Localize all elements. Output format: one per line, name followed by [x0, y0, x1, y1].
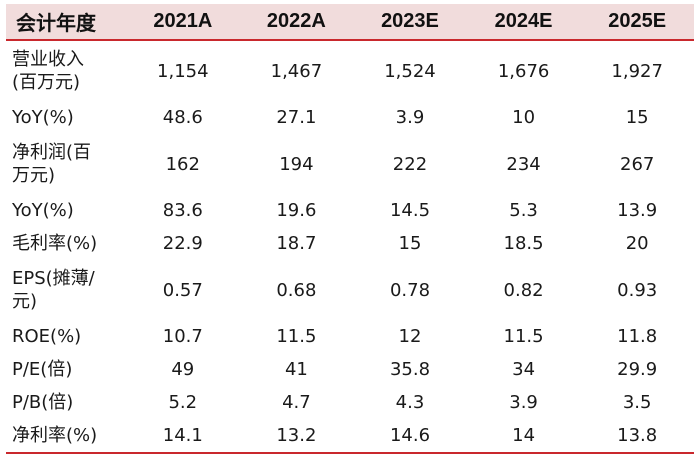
table-cell: 18.5: [503, 233, 544, 254]
table-cell: 0.68: [276, 279, 317, 301]
table-cell: 5.2: [168, 392, 198, 413]
table-cell: 0.93: [617, 279, 658, 301]
table-cell: 11.5: [276, 326, 317, 347]
table-cell: 10.7: [162, 326, 203, 347]
header-cell-2022a: 2022A: [239, 4, 354, 41]
table-cell: 0.82: [503, 279, 544, 301]
table-cell: 14: [466, 419, 581, 454]
row-label-line: 元): [12, 291, 38, 312]
table-cell: 49: [171, 359, 195, 380]
table-cell: 1,467: [270, 60, 323, 82]
table-cell: 12: [398, 326, 422, 347]
row-label: YoY(%): [12, 107, 74, 128]
table-cell: 15: [625, 107, 649, 128]
row-label-line: 万元): [12, 165, 56, 186]
table-cell: 5.3: [509, 200, 538, 221]
row-label: 净利润(百 万元): [6, 134, 126, 194]
table-cell: 3.5: [622, 392, 652, 413]
table-row-pb: P/B(倍) 5.2 4.7 4.3 3.9 3.5: [6, 386, 694, 419]
table-cell: 14.5: [389, 200, 431, 221]
header-cell-2024e: 2024E: [466, 4, 581, 41]
row-label-line: EPS(摊薄/: [12, 268, 95, 289]
row-label: 营业收入 (百万元): [6, 40, 126, 101]
header-cell-2023e: 2023E: [353, 4, 467, 41]
table-cell: 3.9: [395, 107, 425, 128]
table-row-roe: ROE(%) 10.7 11.5 12 11.5 11.8: [6, 320, 694, 353]
table-cell: 41: [284, 359, 308, 380]
table-cell: 13.9: [617, 200, 658, 221]
row-label-line: 营业收入: [12, 49, 84, 70]
table-cell: 162: [165, 153, 200, 175]
financial-forecast-table: 会计年度 2021A 2022A 2023E 2024E 2025E 营业收入(…: [6, 4, 694, 454]
table-row-gross-margin: 毛利率(%) 22.9 18.7 15 18.5 20: [6, 227, 694, 260]
table-row-net-margin: 净利率(%) 14.1 13.2 14.6 14 13.8: [6, 419, 694, 454]
row-label-line: 净利润(百: [12, 142, 92, 163]
table-row-pe: P/E(倍) 49 41 35.8 34 29.9: [6, 353, 694, 386]
table-cell: 4.7: [282, 392, 311, 413]
table-cell: 18.7: [276, 233, 317, 254]
row-label: ROE(%): [12, 326, 82, 347]
table-row-profit-yoy: YoY(%) 83.6 19.6 14.5 5.3 13.9: [6, 194, 694, 227]
table-cell: 0.78: [389, 279, 431, 301]
table-cell: 234: [506, 153, 541, 175]
table-cell: 10: [512, 107, 536, 128]
table-cell: 14.1: [126, 419, 240, 454]
table-cell: 22.9: [162, 233, 203, 254]
table-cell: 35.8: [389, 359, 431, 380]
header-cell-fiscal-year: 会计年度: [6, 4, 126, 41]
table-cell: 14.6: [353, 419, 467, 454]
table-cell: 13.2: [239, 419, 354, 454]
table-cell: 4.3: [395, 392, 425, 413]
table-row-revenue: 营业收入 (百万元) 1,154 1,467 1,524 1,676 1,927: [6, 40, 694, 101]
table-cell: 1,676: [497, 60, 550, 82]
table-cell: 34: [512, 359, 536, 380]
table-cell: 267: [620, 153, 655, 175]
table-cell: 13.8: [580, 419, 694, 454]
table-row-revenue-yoy: YoY(%) 48.6 27.1 3.9 10 15: [6, 101, 694, 134]
row-label: EPS(摊薄/元): [6, 260, 126, 320]
row-label: 净利率(%): [6, 419, 126, 454]
table-cell: 15: [398, 233, 422, 254]
table-cell: 0.57: [162, 279, 203, 301]
table-cell: 194: [279, 153, 314, 175]
table-cell: 1,524: [384, 60, 436, 82]
table-cell: 1,927: [611, 60, 663, 82]
table-row-net-profit: 净利润(百 万元) 162 194 222 234 267: [6, 134, 694, 194]
header-cell-2021a: 2021A: [126, 4, 240, 41]
forecast-table-container: 会计年度 2021A 2022A 2023E 2024E 2025E 营业收入(…: [6, 4, 694, 454]
table-cell: 29.9: [617, 359, 658, 380]
header-row: 会计年度 2021A 2022A 2023E 2024E 2025E: [6, 4, 694, 41]
row-label-line: (百万元): [12, 72, 81, 93]
table-cell: 27.1: [276, 107, 317, 128]
row-label: P/E(倍): [12, 359, 73, 380]
table-cell: 11.8: [617, 326, 658, 347]
table-cell: 19.6: [276, 200, 317, 221]
header-cell-2025e: 2025E: [580, 4, 694, 41]
table-cell: 11.5: [503, 326, 544, 347]
table-cell: 48.6: [162, 107, 203, 128]
table-cell: 20: [625, 233, 649, 254]
table-cell: 83.6: [162, 200, 203, 221]
table-cell: 222: [392, 153, 428, 175]
row-label: 毛利率(%): [12, 233, 98, 254]
table-cell: 3.9: [509, 392, 538, 413]
table-row-eps: EPS(摊薄/元) 0.57 0.68 0.78 0.82 0.93: [6, 260, 694, 320]
row-label: YoY(%): [12, 200, 74, 221]
table-cell: 1,154: [157, 60, 209, 82]
row-label: P/B(倍): [12, 392, 74, 413]
